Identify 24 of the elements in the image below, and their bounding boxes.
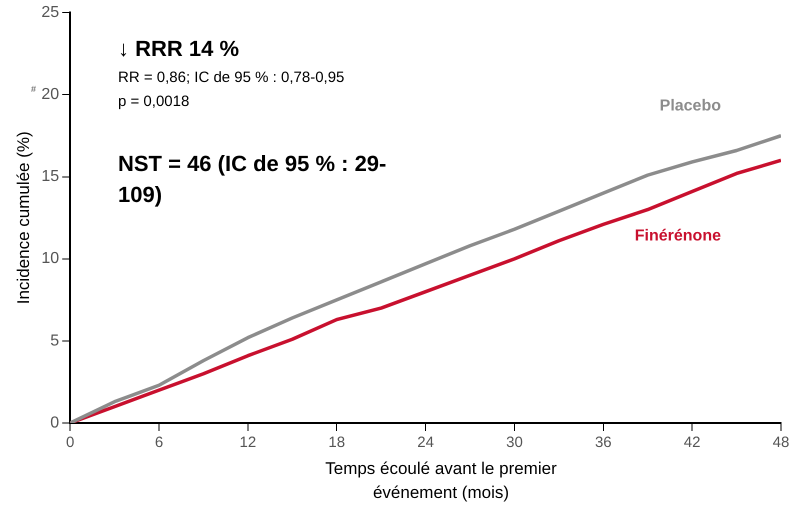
x-tick-label: 12	[240, 434, 256, 452]
annotation: p = 0,0018	[118, 93, 190, 110]
x-axis-title: Temps écoulé avant le premier événement (mois)	[324, 458, 558, 504]
x-tick-label: 0	[66, 434, 74, 452]
x-tick-label: 18	[328, 434, 346, 452]
text: #	[31, 84, 36, 94]
y-tick-label: 20	[41, 86, 60, 104]
x-tick-label: 42	[684, 434, 700, 452]
y-tick-label: 5	[50, 332, 60, 350]
annotation: RR = 0,86; IC de 95 % : 0,78-0,95	[118, 69, 344, 86]
x-tick-label: 48	[772, 434, 790, 452]
x-tick-label: 6	[154, 434, 164, 452]
annotation: NST = 46 (IC de 95 % : 29-109)	[118, 150, 388, 209]
y-axis-title: Incidence cumulée (%)	[14, 131, 33, 304]
y-tick-label: 15	[41, 168, 60, 186]
y-tick-label: 0	[50, 414, 60, 432]
annotation: ↓ RRR 14 %	[118, 36, 240, 61]
y-tick-label: 10	[41, 250, 60, 268]
text: Placebo	[660, 98, 722, 115]
y-tick-label: 25	[41, 4, 60, 22]
x-tick-label: 30	[506, 434, 523, 452]
series-label: Finérénone	[634, 227, 722, 244]
x-tick-label: 24	[417, 434, 434, 452]
x-tick-label: 36	[594, 434, 612, 452]
